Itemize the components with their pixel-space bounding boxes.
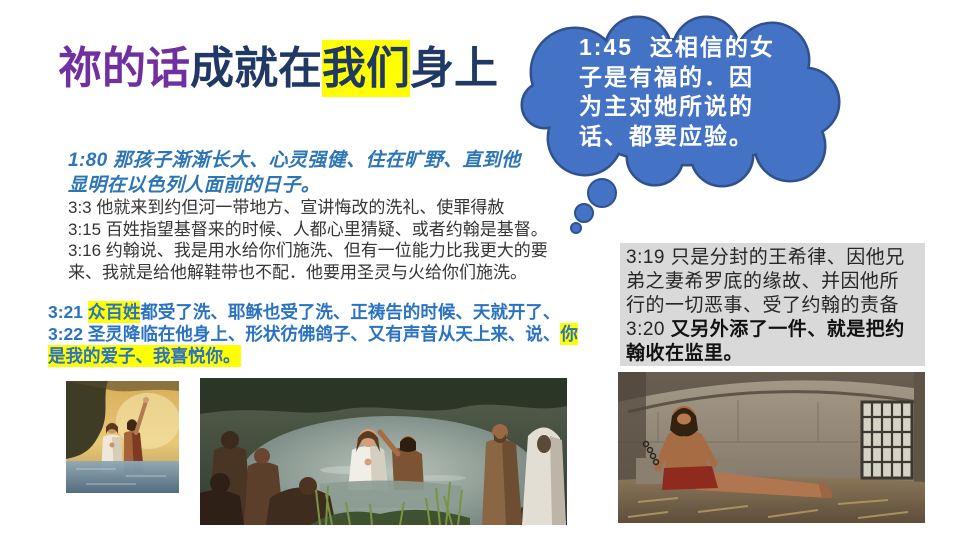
verse-text-bold: 翰收在监里。	[626, 343, 744, 364]
thought-bubble-cloud	[520, 15, 841, 234]
verse-line: 来、我就是给他解鞋带也不配．他要用圣灵与火给你们施洗。	[68, 263, 527, 283]
baptism-river-scene	[200, 378, 567, 525]
verse-text: 3:22 圣灵降临在他身上、形状彷佛鸽子、又有声音从天上来、说、	[48, 324, 561, 344]
verse-line: 3:3 他就来到约但河一带地方、宣讲悔改的洗礼、使罪得赦	[68, 198, 505, 217]
title-highlight: 我们	[322, 40, 410, 97]
verse-ref: 3:20	[626, 319, 671, 340]
verse-line: 显明在以色列人面前的日子。	[68, 175, 321, 196]
john-in-prison-scene	[618, 372, 925, 523]
cloud-body	[523, 18, 838, 185]
slide-title: 祢的话 成就在 我们 身上	[58, 40, 498, 97]
foreground-water	[320, 480, 462, 508]
chain	[642, 440, 660, 466]
verses-3-19-20-box: 3:19 只是分封的王希律、因他兄 弟之妻希罗底的缘故、并因他所 行的一切恶事、…	[620, 243, 925, 366]
highlight-you: 你	[560, 323, 578, 345]
verses-3-21-22: 3:21 众百姓 都受了洗、耶稣也受了洗、正祷告的时候、天就开了、 3:22 圣…	[48, 301, 578, 367]
verses-3-3-to-3-16: 3:3 他就来到约但河一带地方、宣讲悔改的洗礼、使罪得赦 3:15 百姓指望基督…	[68, 197, 548, 284]
baptism-painting-small	[66, 381, 179, 493]
highlight-beloved-son: 是我的爱子、我喜悦你。	[48, 345, 241, 367]
bubble-line: 为主对她所说的	[579, 93, 754, 119]
verse-ref: 3:21	[48, 302, 88, 322]
verse-line: 3:21 众百姓 都受了洗、耶稣也受了洗、正祷告的时候、天就开了、	[48, 301, 578, 323]
verse-line: 3:22 圣灵降临在他身上、形状彷佛鸽子、又有声音从天上来、说、 你	[48, 323, 578, 345]
cloud-trail-bubbles	[570, 178, 617, 234]
figure-john-the-baptist	[377, 429, 424, 490]
verse-line: 3:19 只是分封的王希律、因他兄	[626, 247, 905, 268]
verse-line: 是我的爱子、我喜悦你。	[48, 345, 578, 367]
verse-line: 3:15 百姓指望基督来的时候、人都心里猜疑、或者约翰是基督。	[68, 219, 548, 239]
verse-1-80: 1:80 那孩子渐渐长大、心灵强健、住在旷野、直到他 显明在以色列人面前的日子。	[68, 148, 521, 198]
verse-line: 3:16 约翰说、我是用水给你们施洗、但有一位能力比我更大的要	[68, 241, 548, 261]
verse-line: 行的一切恶事、受了约翰的责备	[626, 295, 900, 316]
verse-text: 都受了洗、耶稣也受了洗、正祷告的时候、天就开了、	[140, 302, 561, 322]
crowd-right	[482, 424, 566, 525]
verse-line: 弟之妻希罗底的缘故、并因他所	[626, 271, 900, 292]
title-part-2: 成就在	[190, 43, 322, 94]
bubble-verse-1-45: 1:45 这相信的女 子是有福的．因 为主对她所说的 话、都要应验。	[579, 33, 775, 151]
figure-jesus	[348, 429, 388, 490]
river-water	[66, 461, 179, 493]
figure-john-seated	[654, 406, 833, 498]
barred-window	[860, 400, 914, 480]
reeds	[310, 481, 470, 525]
title-part-1: 祢的话	[58, 43, 190, 94]
highlight-the-people: 众百姓	[87, 301, 141, 323]
bubble-line: 子是有福的．因	[579, 63, 754, 90]
title-part-4: 身上	[410, 43, 498, 94]
verse-line: 1:80 那孩子渐渐长大、心灵强健、住在旷野、直到他	[68, 150, 521, 171]
verse-text-bold: 又另外添了一件、就是把约	[670, 319, 905, 340]
verse-line: 3:20 又另外添了一件、就是把约	[626, 318, 925, 342]
verse-line: 翰收在监里。	[626, 342, 925, 366]
bubble-line: 1:45 这相信的女	[579, 34, 775, 60]
bubble-line: 话、都要应验。	[579, 122, 754, 149]
